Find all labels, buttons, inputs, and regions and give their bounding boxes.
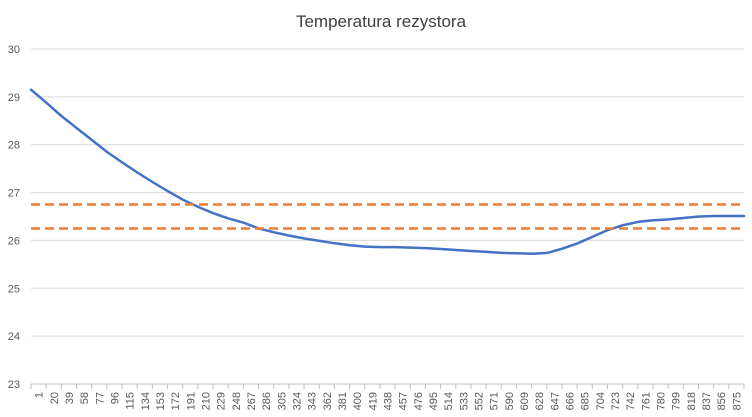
x-tick-label: 590 (504, 392, 516, 410)
y-axis-tick-labels: 23 24 25 26 27 28 29 30 (8, 44, 20, 391)
x-tick-label: 77 (94, 392, 106, 404)
x-tick-label: 96 (109, 392, 121, 404)
x-tick-label: 134 (140, 392, 152, 410)
x-tick-label: 875 (731, 392, 743, 410)
x-tick-label: 153 (155, 392, 167, 410)
x-tick-label: 115 (125, 392, 137, 410)
x-tick-label: 343 (307, 392, 319, 410)
x-tick-label: 818 (686, 392, 698, 410)
x-tick-label: 58 (79, 392, 91, 404)
x-tick-label: 419 (367, 392, 379, 410)
x-tick-label: 495 (428, 392, 440, 410)
y-tick-label: 28 (8, 140, 20, 152)
y-tick-label: 27 (8, 188, 20, 200)
x-tick-label: 533 (458, 392, 470, 410)
y-tick-label: 30 (8, 44, 20, 56)
y-tick-label: 26 (8, 235, 20, 247)
x-tick-label: 799 (671, 392, 683, 410)
x-tick-label: 704 (595, 392, 607, 410)
x-axis: 1 20 39 58 77 96 115 134 153 172 191 210 229 248 267 28… (30, 383, 745, 410)
x-tick-label: 286 (261, 392, 273, 410)
x-tick-label: 628 (534, 392, 546, 410)
x-tick-label: 761 (640, 392, 652, 410)
chart-title: Temperatura rezystora (296, 12, 467, 31)
x-tick-label: 742 (625, 392, 637, 410)
x-tick-label: 362 (322, 392, 334, 410)
x-tick-label: 438 (383, 392, 395, 410)
x-tick-label: 476 (413, 392, 425, 410)
x-tick-label: 20 (49, 392, 61, 404)
x-tick-label: 666 (565, 392, 577, 410)
x-tick-label: 305 (276, 392, 288, 410)
x-tick-label: 267 (246, 392, 258, 410)
x-tick-label: 1 (34, 392, 46, 398)
x-tick-label: 685 (580, 392, 592, 410)
x-tick-label: 780 (656, 392, 668, 410)
y-tick-label: 24 (8, 331, 20, 343)
y-tick-label: 29 (8, 92, 20, 104)
y-tick-label: 25 (8, 283, 20, 295)
x-tick-label: 229 (216, 392, 228, 410)
x-tick-label: 191 (185, 392, 197, 410)
x-tick-label: 552 (474, 392, 486, 410)
x-tick-label: 39 (64, 392, 76, 404)
y-tick-label: 23 (8, 379, 20, 391)
temperature-series-line (29, 88, 746, 256)
x-tick-label: 381 (337, 392, 349, 410)
x-tick-label: 248 (231, 392, 243, 410)
x-tick-label: 609 (519, 392, 531, 410)
x-tick-label: 324 (291, 392, 303, 410)
x-tick-label: 514 (443, 392, 455, 410)
x-tick-label: 400 (352, 392, 364, 410)
x-tick-label: 837 (701, 392, 713, 410)
x-tick-label: 647 (549, 392, 561, 410)
x-tick-label: 571 (489, 392, 501, 410)
gridlines (31, 48, 744, 337)
x-tick-label: 210 (200, 392, 212, 410)
x-tick-label: 723 (610, 392, 622, 410)
x-tick-label: 856 (716, 392, 728, 410)
series-group (29, 88, 746, 256)
x-tick-label: 457 (398, 392, 410, 410)
x-tick-label: 172 (170, 392, 182, 410)
